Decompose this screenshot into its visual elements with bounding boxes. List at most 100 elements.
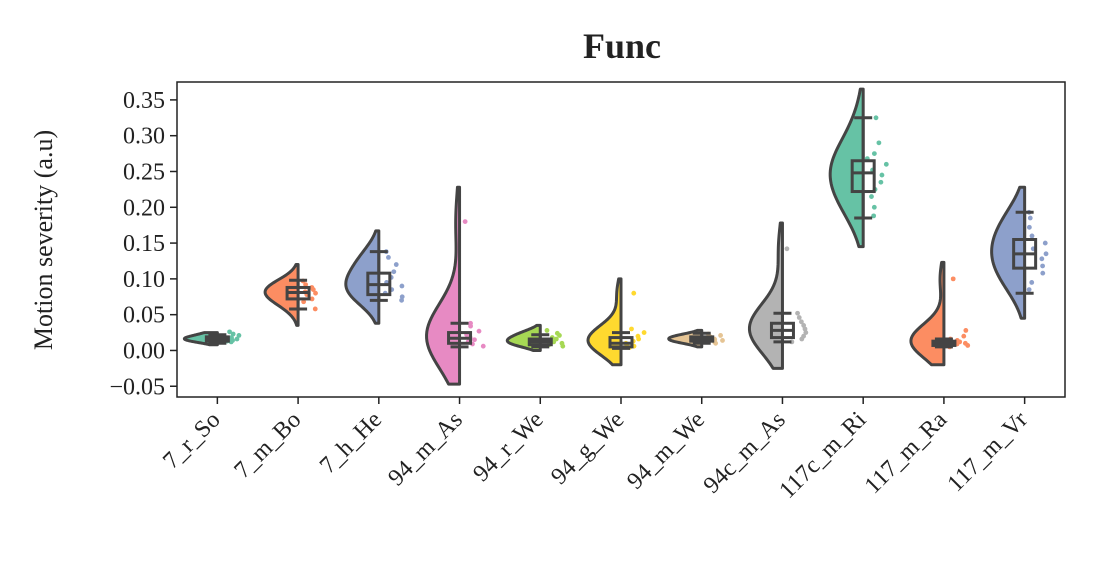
data-point — [476, 328, 482, 334]
data-point — [301, 299, 307, 305]
data-point — [1040, 263, 1045, 269]
data-point — [878, 179, 884, 185]
data-point — [227, 329, 232, 335]
y-tick-label: 0.05 — [123, 303, 165, 329]
data-point — [801, 333, 807, 339]
data-point — [229, 335, 234, 340]
data-point — [553, 336, 559, 342]
y-axis-label: Motion severity (a.u) — [29, 130, 58, 350]
data-point — [873, 115, 879, 121]
x-tick-label: 7_m_Bo — [229, 407, 306, 484]
data-point — [879, 172, 885, 178]
data-point — [629, 326, 634, 332]
data-point — [796, 315, 802, 320]
raincloud-94_r_We — [505, 323, 566, 352]
y-tick-label: 0.10 — [123, 267, 165, 293]
data-point — [236, 333, 242, 338]
data-point — [631, 290, 637, 296]
x-tick-label: 94_m_As — [383, 407, 467, 491]
x-tick-label: 94_g_We — [546, 407, 629, 490]
x-tick-label: 117c_m_Ri — [774, 407, 871, 504]
violin-half — [586, 277, 623, 367]
data-point — [801, 323, 807, 328]
x-tick-label: 7_h_He — [315, 407, 387, 479]
data-point — [303, 282, 309, 287]
data-point — [962, 340, 968, 346]
data-point — [883, 161, 889, 167]
data-point — [950, 276, 956, 282]
data-point — [1026, 287, 1032, 293]
raincloud-7_m_Bo — [263, 263, 318, 327]
data-point — [1039, 256, 1045, 262]
data-point — [635, 333, 641, 339]
data-point — [399, 294, 405, 300]
y-tick-label: 0.35 — [123, 88, 165, 114]
y-tick-label: 0.30 — [123, 124, 165, 150]
data-point — [386, 255, 391, 260]
data-point — [480, 343, 486, 349]
data-point — [559, 340, 565, 346]
data-point — [1026, 224, 1032, 230]
data-point — [399, 283, 405, 289]
data-point — [799, 319, 804, 325]
data-point — [963, 328, 969, 333]
data-point — [312, 306, 318, 312]
violin-half — [263, 263, 300, 327]
data-point — [309, 285, 315, 290]
data-point — [399, 297, 404, 303]
data-point — [234, 336, 240, 342]
violin-half — [425, 185, 462, 386]
raincloud-117_m_Vr — [990, 185, 1049, 320]
data-point — [1027, 215, 1033, 221]
data-point — [1043, 251, 1049, 257]
data-point — [871, 204, 877, 210]
data-point — [871, 213, 877, 219]
raincloud-94_m_We — [667, 328, 725, 349]
data-point — [468, 320, 473, 326]
y-tick-label: 0.20 — [123, 195, 165, 221]
y-tick-label: 0.00 — [123, 338, 165, 364]
data-point — [544, 328, 550, 333]
raincloud-7_r_So — [182, 329, 242, 347]
raincloud-94c_m_As — [747, 221, 809, 370]
data-point — [876, 140, 882, 146]
y-tick-label: 0.15 — [123, 231, 165, 257]
data-point — [393, 262, 399, 267]
data-point — [230, 331, 236, 337]
y-axis: −0.05 0.00 0.05 0.10 0.15 0.20 0.25 0.30 0.35 — [109, 88, 177, 400]
box-iqr — [850, 159, 876, 194]
chart-title: Func — [583, 26, 661, 66]
data-point — [472, 337, 477, 343]
violin-half — [828, 87, 865, 249]
data-point — [795, 310, 800, 316]
raincloud-94_g_We — [586, 277, 647, 367]
data-point — [961, 333, 967, 339]
data-point — [871, 151, 877, 156]
x-tick-label: 94_m_We — [622, 407, 710, 495]
x-tick-label: 117_m_Ra — [860, 407, 952, 499]
violin-half — [747, 221, 784, 370]
raincloud-117c_m_Ri — [828, 87, 889, 249]
data-point — [1029, 280, 1035, 285]
data-point — [554, 330, 560, 336]
data-point — [869, 194, 874, 199]
data-point — [391, 269, 397, 275]
data-point — [1042, 240, 1048, 246]
plot-area — [182, 87, 1049, 386]
data-point — [1040, 270, 1046, 276]
y-tick-label: 0.25 — [123, 159, 165, 185]
data-point — [803, 330, 809, 335]
y-tick-label: −0.05 — [109, 374, 165, 400]
violin-half — [344, 229, 381, 325]
data-point — [309, 296, 315, 302]
x-tick-label: 94_r_We — [468, 407, 548, 487]
data-point — [462, 219, 468, 225]
data-point — [1029, 233, 1035, 239]
x-tick-label: 117_m_Vr — [943, 407, 1033, 497]
data-point — [313, 290, 318, 296]
data-point — [720, 338, 725, 343]
raincloud-94_m_As — [425, 185, 486, 386]
data-point — [784, 246, 790, 252]
